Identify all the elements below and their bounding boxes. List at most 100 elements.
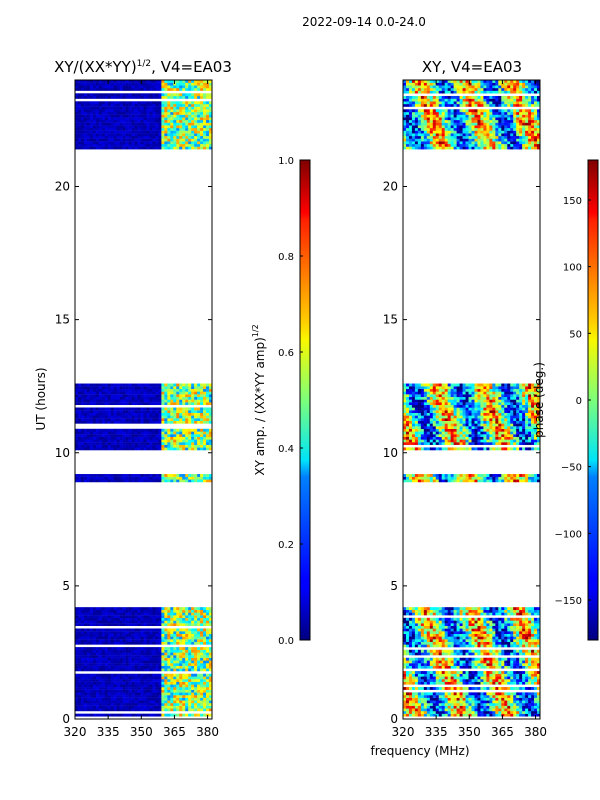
heatmap-cell xyxy=(188,396,192,400)
heatmap-cell xyxy=(101,697,106,701)
heatmap-cell xyxy=(155,428,159,432)
heatmap-cell xyxy=(188,442,192,445)
heatmap-cell xyxy=(495,692,499,696)
heatmap-cell xyxy=(104,442,109,445)
heatmap-cell xyxy=(98,687,103,690)
heatmap-cell xyxy=(459,679,463,682)
heatmap-cell xyxy=(104,402,109,406)
heatmap-cell xyxy=(113,655,117,658)
heatmap-cell xyxy=(77,607,82,611)
heatmap-cell xyxy=(456,657,460,661)
heatmap-cell xyxy=(158,713,162,717)
heatmap-cell xyxy=(152,93,156,97)
heatmap-cell xyxy=(194,705,198,709)
heatmap-cell xyxy=(516,708,520,712)
heatmap-cell xyxy=(107,612,112,616)
heatmap-cell xyxy=(149,436,153,440)
heatmap-cell xyxy=(209,681,213,685)
heatmap-cell xyxy=(185,703,189,706)
heatmap-cell xyxy=(417,679,422,682)
heatmap-cell xyxy=(516,697,520,701)
heatmap-cell xyxy=(185,109,189,113)
heatmap-cell xyxy=(173,609,177,613)
heatmap-cell xyxy=(152,697,156,701)
heatmap-cell xyxy=(206,663,210,666)
heatmap-cell xyxy=(113,117,117,121)
heatmap-cell xyxy=(80,415,85,419)
heatmap-cell xyxy=(77,138,82,142)
heatmap-cell xyxy=(167,660,171,664)
heatmap-cell xyxy=(203,620,207,624)
heatmap-cell xyxy=(83,402,88,406)
heatmap-cell xyxy=(98,418,103,421)
heatmap-cell xyxy=(170,101,174,105)
heatmap-cell xyxy=(188,609,192,613)
heatmap-cell xyxy=(122,87,126,91)
heatmap-cell xyxy=(122,117,126,121)
heatmap-cell xyxy=(128,119,132,123)
heatmap-cell xyxy=(158,444,162,448)
heatmap-cell xyxy=(134,647,138,650)
heatmap-cell xyxy=(146,713,150,717)
heatmap-cell xyxy=(200,647,204,650)
heatmap-cell xyxy=(456,663,460,666)
heatmap-cell xyxy=(75,114,79,118)
heatmap-cell xyxy=(83,655,88,658)
heatmap-cell xyxy=(209,85,213,89)
heatmap-cell xyxy=(185,114,189,118)
heatmap-cell xyxy=(146,109,150,113)
heatmap-cell xyxy=(140,703,144,706)
heatmap-cell xyxy=(194,415,198,419)
heatmap-cell xyxy=(167,697,171,701)
heatmap-cell xyxy=(197,85,201,89)
heatmap-cell xyxy=(209,428,213,432)
heatmap-cell xyxy=(191,127,195,131)
heatmap-cell xyxy=(182,476,186,480)
heatmap-cell xyxy=(101,652,106,656)
heatmap-cell xyxy=(110,399,115,403)
heatmap-cell xyxy=(203,679,207,682)
heatmap-cell xyxy=(161,641,165,645)
heatmap-cell xyxy=(80,676,85,680)
heatmap-cell xyxy=(167,641,171,645)
heatmap-cell xyxy=(140,679,144,682)
heatmap-cell xyxy=(450,700,454,704)
heatmap-cell xyxy=(95,692,100,696)
heatmap-cell xyxy=(95,103,100,107)
heatmap-cell xyxy=(161,617,165,621)
heatmap-cell xyxy=(149,708,153,712)
heatmap-cell xyxy=(167,439,171,443)
heatmap-cell xyxy=(191,607,195,611)
heatmap-cell xyxy=(459,673,463,677)
heatmap-cell xyxy=(113,631,117,634)
heatmap-cell xyxy=(149,697,153,701)
heatmap-cell xyxy=(447,687,451,690)
heatmap-cell xyxy=(152,609,156,613)
x-tick-label: 350 xyxy=(130,725,153,739)
heatmap-cell xyxy=(182,85,186,89)
heatmap-cell xyxy=(206,447,210,451)
heatmap-cell xyxy=(107,418,112,421)
heatmap-cell xyxy=(480,687,484,690)
heatmap-cell xyxy=(182,434,186,437)
heatmap-cell xyxy=(75,141,79,145)
heatmap-cell xyxy=(206,141,210,145)
heatmap-cell xyxy=(137,705,141,709)
heatmap-cell xyxy=(444,649,448,653)
heatmap-cell xyxy=(77,695,82,698)
heatmap-cell xyxy=(125,146,129,150)
heatmap-cell xyxy=(128,114,132,118)
heatmap-cell xyxy=(155,117,159,121)
heatmap-cell xyxy=(170,93,174,97)
heatmap-cell xyxy=(155,434,159,437)
heatmap-cell xyxy=(528,663,532,666)
heatmap-cell xyxy=(513,687,517,690)
heatmap-cell xyxy=(444,711,448,714)
heatmap-cell xyxy=(83,697,88,701)
heatmap-cell xyxy=(116,695,120,698)
heatmap-cell xyxy=(534,687,538,690)
heatmap-cell xyxy=(170,617,174,621)
heatmap-cell xyxy=(465,711,469,714)
heatmap-cell xyxy=(513,700,517,704)
heatmap-cell xyxy=(107,652,112,656)
